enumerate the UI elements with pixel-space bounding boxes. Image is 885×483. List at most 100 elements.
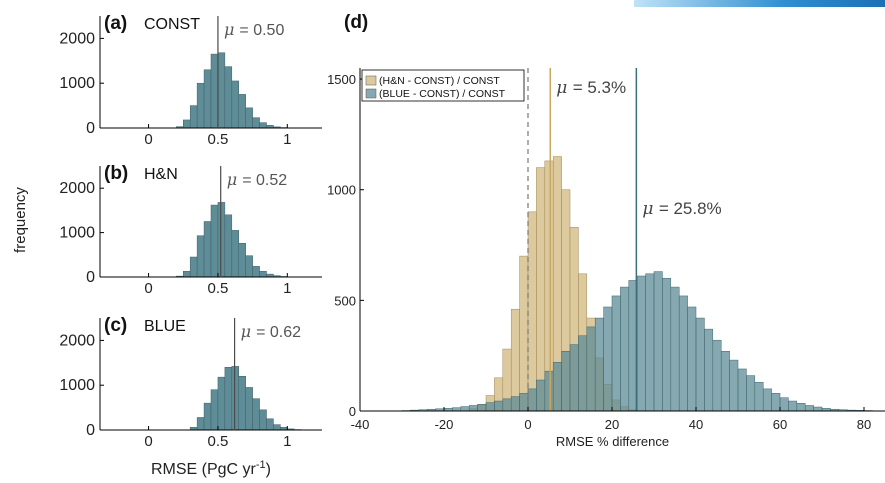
histogram-bar (737, 368, 747, 412)
y-tick-label: 500 (334, 293, 356, 308)
panel-name: CONST (144, 16, 200, 33)
histogram-bar (494, 400, 504, 412)
histogram-bar (720, 351, 730, 412)
histogram-bar (468, 405, 478, 412)
mean-label: μ = 0.52 (227, 170, 288, 189)
x-axis-label: RMSE (PgC yr-1) (151, 459, 271, 478)
histogram-bar (779, 397, 789, 412)
mean-label: μ = 5.3% (556, 78, 626, 98)
histogram-bar (510, 396, 520, 412)
y-tick-label: 1000 (59, 377, 95, 394)
histogram-bar (662, 277, 672, 412)
y-tick-label: 0 (86, 120, 95, 137)
panel-d: μ = 5.3% μ = 25.8% 0 500 1000 1500 -40 -20 0 20 40… (327, 12, 885, 449)
mean-label: μ = 0.50 (224, 20, 285, 39)
histogram-bar (266, 418, 274, 431)
histogram-bar (196, 82, 205, 129)
histogram-bar (586, 326, 596, 412)
histogram-bar (245, 387, 253, 431)
histogram-bar (502, 398, 512, 412)
legend-box (361, 69, 525, 102)
x-axis-label: RMSE % difference (556, 434, 669, 449)
histogram-bar (712, 339, 722, 412)
decorative-top-bar (634, 0, 885, 7)
histogram-bar (569, 344, 579, 412)
histogram-bar (203, 402, 212, 431)
histogram-bar (796, 403, 806, 412)
x-tick-label: 1 (283, 280, 291, 297)
histogram-bar (746, 375, 756, 412)
histogram-bar (252, 117, 260, 129)
mean-label: μ = 0.62 (241, 322, 302, 341)
y-tick-label: 0 (86, 269, 95, 286)
panel-letter: (a) (104, 13, 127, 34)
y-tick-label: 2000 (59, 180, 95, 197)
histogram-bar (636, 275, 646, 412)
x-tick-label: 0 (144, 280, 152, 297)
histogram-bar (653, 271, 663, 412)
mean-label: μ = 25.8% (642, 199, 721, 219)
histogram-bar (217, 52, 226, 129)
histogram-bar (578, 335, 588, 412)
histogram-bar (527, 388, 537, 412)
histogram-bar (460, 406, 470, 412)
histogram-bar (519, 255, 529, 412)
y-tick-label: 1500 (327, 72, 356, 87)
x-tick-label: 0.5 (208, 280, 229, 297)
histogram-bar (217, 376, 226, 431)
legend-swatch (365, 88, 377, 99)
y-tick-label: 0 (349, 404, 356, 419)
histogram-bar (203, 69, 212, 129)
legend: (H&N - CONST) / CONST(BLUE - CONST) / CO… (361, 69, 525, 102)
histogram-bar (196, 417, 205, 431)
histogram-bar (536, 379, 546, 412)
histogram-bar (252, 398, 260, 431)
histogram-bar (210, 389, 219, 431)
series-blue-const (401, 271, 873, 412)
histogram-bar (259, 270, 267, 278)
panel-name: H&N (144, 166, 178, 183)
histogram-bar (552, 362, 562, 412)
histogram-bar (620, 286, 630, 412)
histogram-bar (231, 366, 239, 431)
histogram-bar (603, 306, 613, 412)
x-tick-label: 1 (283, 131, 291, 148)
histogram-bar (231, 80, 239, 129)
panel-b: 0 1000 2000 0 0.5 1 (b) H&N μ = 0.52 (59, 163, 322, 297)
histogram-bar (645, 273, 655, 412)
panel-a: 0 1000 2000 0 0.5 1 (a) CONST μ = 0.50 (59, 13, 322, 148)
y-tick-label: 2000 (59, 332, 95, 349)
panel-letter: (b) (104, 163, 128, 184)
panel-letter: (d) (344, 12, 368, 33)
x-tick-label: 0.5 (208, 433, 229, 450)
legend-swatch (365, 75, 377, 86)
histogram-bar (259, 409, 267, 431)
histogram-bar (273, 424, 281, 431)
histogram-bar (561, 351, 571, 412)
histogram-bar (788, 400, 798, 412)
histogram-bar (477, 404, 487, 412)
x-tick-label: 60 (773, 417, 787, 432)
panel-c: 0 1000 2000 0 0.5 1 (c) BLUE μ = 0.62 RMSE (PgC y… (59, 315, 322, 478)
histogram-bar (224, 367, 233, 431)
histogram-bar (695, 317, 705, 412)
x-tick-label: 1 (283, 433, 291, 450)
x-tick-label: 0.5 (208, 131, 229, 148)
histogram-bar (210, 53, 219, 129)
histogram-bar (678, 295, 688, 412)
x-tick-label: -40 (351, 417, 370, 432)
histogram-bar (804, 405, 814, 412)
histogram-bar (485, 402, 495, 412)
legend-label: (BLUE - CONST) / CONST (379, 88, 506, 100)
legend-label: (H&N - CONST) / CONST (379, 75, 500, 87)
histogram-bar (231, 230, 239, 278)
x-tick-label: -20 (435, 417, 454, 432)
histogram-bar (813, 406, 823, 412)
histogram-bar (771, 393, 781, 412)
histogram-bar (611, 295, 621, 412)
x-tick-label: 40 (689, 417, 703, 432)
x-tick-label: 20 (605, 417, 619, 432)
panel-name: BLUE (144, 318, 186, 335)
x-tick-label: 0 (524, 417, 531, 432)
